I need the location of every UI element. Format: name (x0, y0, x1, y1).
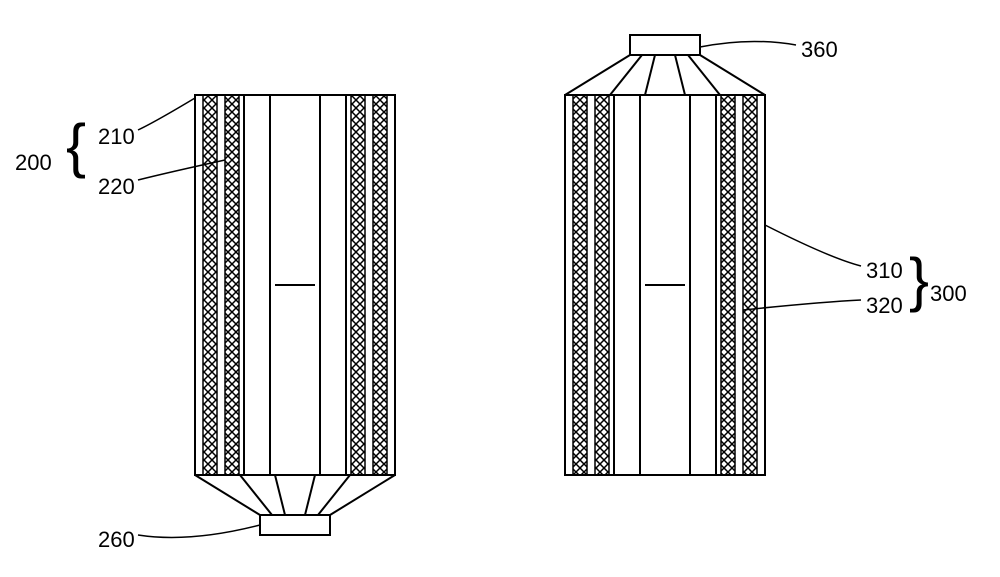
bracket-right: } (909, 250, 929, 310)
ref-label-300: 300 (930, 281, 967, 307)
ref-label-220: 220 (98, 174, 135, 200)
ref-label-210: 210 (98, 124, 135, 150)
diagram-svg (0, 0, 1000, 577)
ref-label-200: 200 (15, 150, 52, 176)
ref-label-310: 310 (866, 258, 903, 284)
ref-label-260: 260 (98, 527, 135, 553)
ref-label-360: 360 (801, 37, 838, 63)
ref-label-320: 320 (866, 293, 903, 319)
bracket-left: { (66, 116, 86, 176)
